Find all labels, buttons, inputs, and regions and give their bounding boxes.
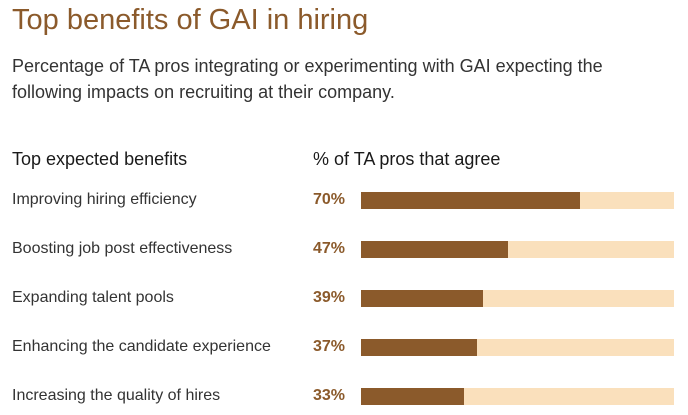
bar	[361, 339, 477, 356]
category-label: Improving hiring efficiency	[12, 191, 197, 208]
category-label: Enhancing the candidate experience	[12, 338, 271, 355]
bar-track	[361, 241, 674, 258]
bar	[361, 241, 509, 258]
bar-track	[361, 339, 674, 356]
bar	[361, 290, 484, 307]
data-label: 33%	[313, 387, 346, 404]
category-label: Boosting job post effectiveness	[12, 240, 233, 257]
bar	[361, 192, 581, 209]
chart-title: Top benefits of GAI in hiring	[12, 4, 369, 36]
data-label: 70%	[313, 191, 346, 208]
bar	[361, 388, 465, 405]
bar-track	[361, 290, 674, 307]
chart-subtitle: Percentage of TA pros integrating or exp…	[12, 56, 603, 102]
data-label: 37%	[313, 338, 346, 355]
category-label: Expanding talent pools	[12, 289, 174, 306]
value-column-header: % of TA pros that agree	[313, 149, 501, 169]
data-label: 47%	[313, 240, 346, 257]
category-column-header: Top expected benefits	[12, 149, 188, 169]
bar-track	[361, 388, 674, 405]
category-label: Increasing the quality of hires	[12, 387, 221, 404]
bar-track	[361, 192, 674, 209]
data-label: 39%	[313, 289, 346, 306]
